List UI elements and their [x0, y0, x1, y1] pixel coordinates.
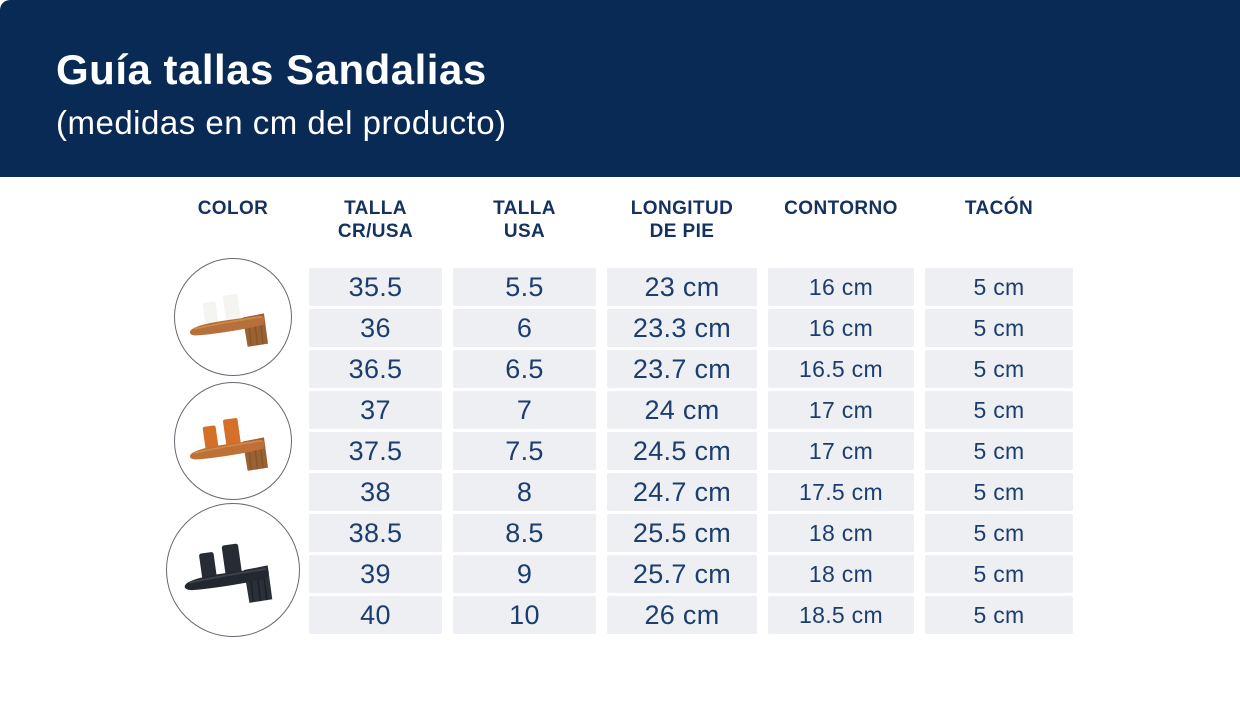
table-cell-talla_cr: 36.5 [309, 350, 442, 388]
sandal-image-white [174, 258, 292, 376]
table-cell-talla_cr: 38 [309, 473, 442, 511]
table-cell-contorno: 18 cm [768, 514, 914, 552]
table-cell-contorno: 18.5 cm [768, 596, 914, 634]
sandal-image-black [166, 503, 300, 637]
table-cell-talla_usa: 7.5 [453, 432, 596, 470]
table-cell-talla_cr: 37 [309, 391, 442, 429]
table-cell-talla_usa: 7 [453, 391, 596, 429]
table-cell-tacon: 5 cm [925, 391, 1073, 429]
table-cell-longitud: 23 cm [607, 268, 757, 306]
table-cell-talla_usa: 6.5 [453, 350, 596, 388]
column-header-contorno-line1: CONTORNO [784, 198, 898, 219]
table-cell-talla_usa: 5.5 [453, 268, 596, 306]
column-header-contorno: CONTORNO [768, 198, 914, 244]
table-cell-contorno: 16.5 cm [768, 350, 914, 388]
table-cell-tacon: 5 cm [925, 432, 1073, 470]
column-header-color-line1: COLOR [197, 198, 269, 219]
table-cell-talla_cr: 38.5 [309, 514, 442, 552]
table-cell-contorno: 16 cm [768, 309, 914, 347]
table-cell-tacon: 5 cm [925, 514, 1073, 552]
column-header-talla-usa-line1: TALLA [493, 198, 556, 219]
table-cell-talla_cr: 35.5 [309, 268, 442, 306]
table-cell-talla_cr: 39 [309, 555, 442, 593]
table-cell-tacon: 5 cm [925, 268, 1073, 306]
column-header-tacon-line1: TACÓN [964, 198, 1034, 219]
table-cell-longitud: 24 cm [607, 391, 757, 429]
header-band: Guía tallas Sandalias (medidas en cm del… [0, 0, 1240, 177]
size-table-body: 35.5 5.5 23 cm 16 cm 5 cm 36 6 23.3 cm 16 cm 5 cm… [168, 268, 1073, 634]
page-subtitle: (medidas en cm del producto) [56, 104, 507, 141]
column-header-talla-cr-usa-line1: TALLA [344, 198, 407, 219]
column-header-tacon: TACÓN [925, 198, 1073, 244]
page-title: Guía tallas Sandalias [56, 46, 487, 93]
table-cell-longitud: 23.7 cm [607, 350, 757, 388]
table-cell-contorno: 18 cm [768, 555, 914, 593]
table-cell-contorno: 16 cm [768, 268, 914, 306]
table-cell-contorno: 17 cm [768, 432, 914, 470]
table-cell-talla_cr: 40 [309, 596, 442, 634]
table-cell-talla_usa: 10 [453, 596, 596, 634]
column-header-talla-usa: TALLA USA [453, 198, 596, 244]
table-cell-contorno: 17 cm [768, 391, 914, 429]
column-header-talla-cr-usa-line2: CR/USA [337, 220, 414, 242]
table-cell-tacon: 5 cm [925, 473, 1073, 511]
white-sandal-icon [189, 293, 269, 347]
table-cell-talla_usa: 9 [453, 555, 596, 593]
column-header-longitud-de-pie: LONGITUD DE PIE [607, 198, 757, 244]
column-header-talla-cr-usa: TALLA CR/USA [309, 198, 442, 244]
table-cell-contorno: 17.5 cm [768, 473, 914, 511]
table-cell-talla_cr: 37.5 [309, 432, 442, 470]
table-cell-tacon: 5 cm [925, 350, 1073, 388]
orange-sandal-icon [189, 417, 269, 471]
table-cell-longitud: 25.5 cm [607, 514, 757, 552]
table-cell-longitud: 26 cm [607, 596, 757, 634]
column-header-longitud-line2: DE PIE [649, 220, 715, 242]
table-cell-longitud: 23.3 cm [607, 309, 757, 347]
table-cell-longitud: 24.5 cm [607, 432, 757, 470]
sandal-image-orange [174, 382, 292, 500]
table-cell-talla_usa: 8 [453, 473, 596, 511]
table-cell-talla_cr: 36 [309, 309, 442, 347]
column-header-talla-usa-line2: USA [503, 220, 546, 242]
column-header-longitud-line1: LONGITUD [630, 198, 734, 219]
table-cell-talla_usa: 6 [453, 309, 596, 347]
table-cell-tacon: 5 cm [925, 555, 1073, 593]
table-cell-tacon: 5 cm [925, 309, 1073, 347]
table-cell-tacon: 5 cm [925, 596, 1073, 634]
column-header-color: COLOR [168, 198, 298, 244]
table-header-row: COLOR TALLA CR/USA TALLA USA LONGITUD DE… [168, 198, 1073, 244]
table-cell-talla_usa: 8.5 [453, 514, 596, 552]
black-sandal-icon [184, 543, 273, 603]
table-cell-longitud: 25.7 cm [607, 555, 757, 593]
table-cell-longitud: 24.7 cm [607, 473, 757, 511]
